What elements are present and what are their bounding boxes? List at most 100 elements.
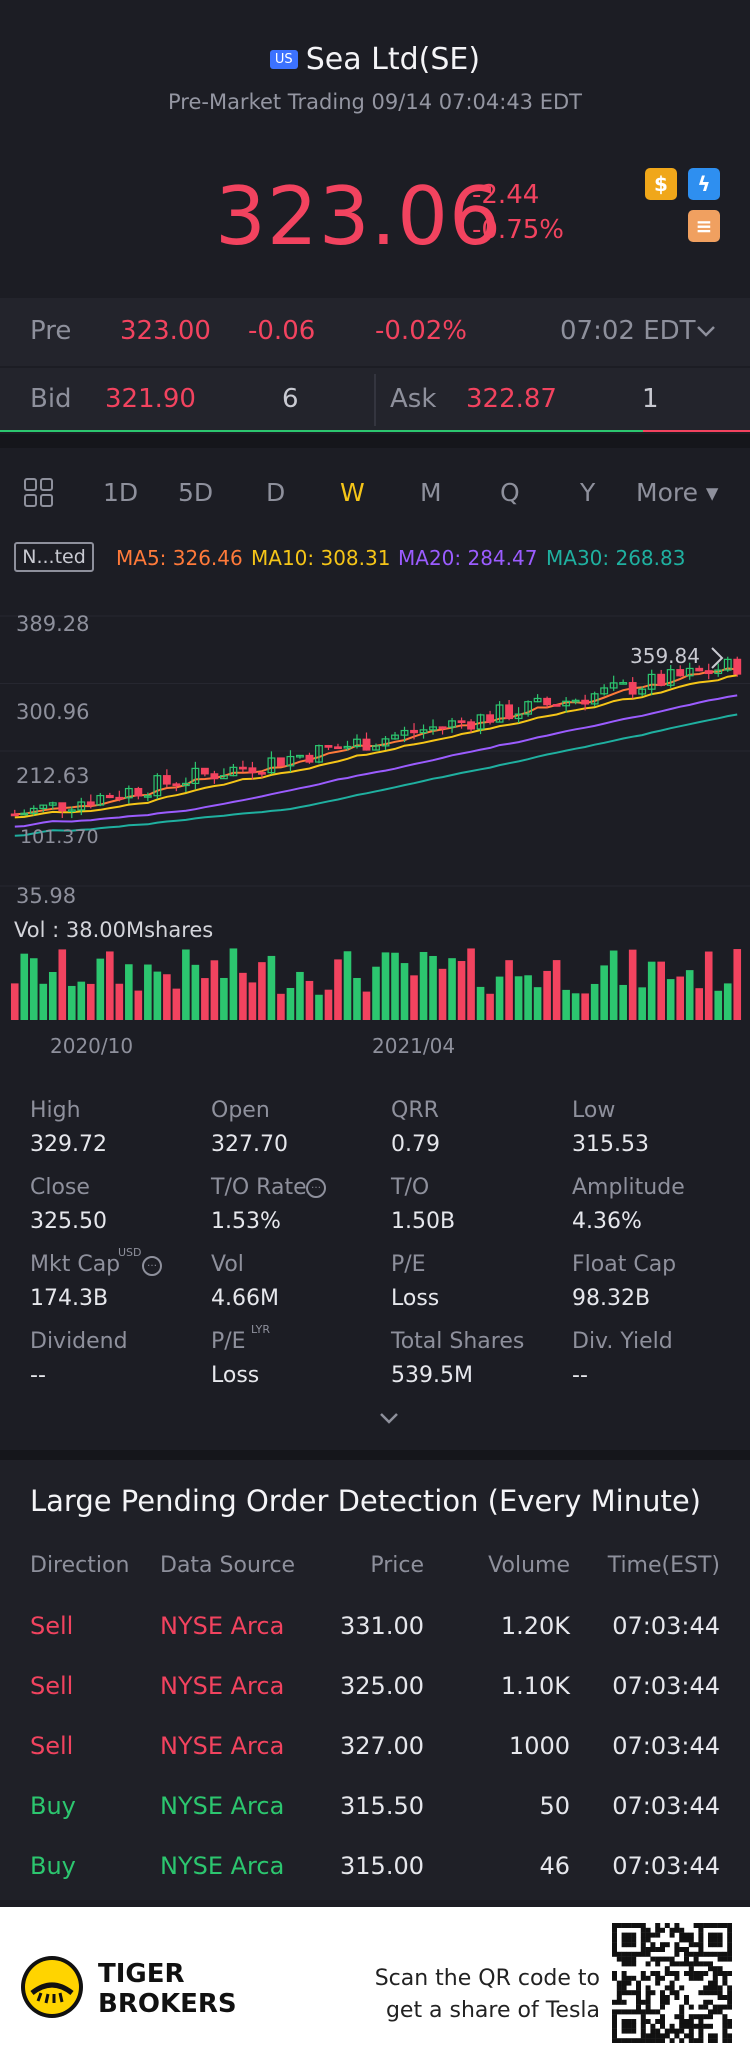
candle-body	[324, 745, 333, 748]
candle-body	[96, 794, 105, 806]
order-cell-source: NYSE Arca	[160, 1672, 285, 1700]
order-cell-price: 315.00	[340, 1852, 424, 1880]
order-cell-direction: Sell	[30, 1672, 74, 1700]
candle-body	[495, 704, 504, 723]
tab-y[interactable]: Y	[580, 478, 596, 507]
volume-bar	[457, 961, 466, 1020]
candle-body	[48, 802, 57, 806]
volume-bar	[704, 951, 713, 1020]
layers-icon[interactable]: ≡	[688, 210, 720, 242]
order-cell-volume: 50	[539, 1792, 570, 1820]
volume-bar	[296, 971, 304, 1020]
bid-ask-row: Bid 321.90 6 Ask 322.87 1	[0, 368, 750, 432]
stat-value: 1.53%	[211, 1209, 281, 1234]
tab-d[interactable]: D	[266, 478, 286, 507]
volume-bar	[590, 983, 599, 1020]
candle-body	[429, 726, 437, 731]
stat-value: --	[572, 1363, 588, 1388]
stat-label: Open	[211, 1098, 270, 1123]
volume-bar	[486, 993, 494, 1020]
candle-body	[476, 714, 485, 730]
volume-bar	[10, 983, 19, 1020]
volume-bar	[258, 962, 266, 1020]
candle-body	[505, 704, 514, 720]
candle-body	[685, 667, 694, 677]
candle-body	[200, 767, 209, 775]
pre-label: Pre	[30, 316, 72, 346]
candle-body	[457, 720, 466, 724]
bid-size: 6	[282, 384, 299, 414]
stat-label: Div. Yield	[572, 1329, 673, 1354]
candlestick-chart[interactable]	[0, 596, 750, 916]
stat-value: 4.66M	[211, 1286, 279, 1311]
pre-market-row[interactable]: Pre 323.00 -0.06 -0.02% 07:02 EDT	[0, 298, 750, 366]
candle-body	[153, 775, 162, 797]
high-marker-arrow-icon	[711, 647, 724, 669]
volume-bar	[647, 961, 656, 1020]
candle-body	[305, 754, 314, 763]
stat-label: Amplitude	[572, 1175, 685, 1200]
volume-bar	[305, 980, 314, 1020]
lightning-icon[interactable]: ϟ	[688, 168, 720, 200]
stat-label: Mkt Cap	[30, 1252, 121, 1277]
order-cell-time: 07:03:44	[612, 1672, 720, 1700]
info-icon[interactable]: …	[142, 1256, 162, 1276]
volume-bar	[324, 989, 333, 1020]
indicator-selector[interactable]: N...ted	[14, 542, 94, 572]
volume-bar	[581, 993, 589, 1020]
tab-w[interactable]: W	[340, 478, 365, 507]
tab-5d[interactable]: 5D	[178, 478, 214, 507]
chevron-down-icon[interactable]	[379, 1412, 399, 1426]
volume-bar	[77, 981, 86, 1020]
stat-label: P/E	[211, 1329, 246, 1354]
tab-1d[interactable]: 1D	[103, 478, 139, 507]
stat-value: 1.50B	[391, 1209, 456, 1234]
volume-bar	[476, 986, 485, 1020]
layout-grid-icon[interactable]	[24, 478, 54, 508]
stat-label: Low	[572, 1098, 616, 1123]
volume-label: Vol : 38.00Mshares	[14, 918, 214, 942]
pre-time: 07:02 EDT	[560, 316, 696, 346]
qr-code[interactable]	[612, 1923, 732, 2043]
ytick-label: 300.96	[16, 700, 90, 724]
stat-label: High	[30, 1098, 81, 1123]
candle-body	[191, 767, 200, 785]
col-header-source: Data Source	[160, 1553, 296, 1578]
large-order-panel	[0, 1460, 750, 1900]
stat-value: 174.3B	[30, 1286, 109, 1311]
tab-q[interactable]: Q	[500, 478, 520, 507]
volume-bar	[106, 951, 114, 1020]
brand-line-2: BROKERS	[98, 1989, 237, 2019]
col-header-direction: Direction	[30, 1553, 130, 1578]
volume-bar	[438, 968, 447, 1020]
candle-body	[666, 669, 675, 686]
candle-body	[419, 729, 428, 734]
volume-bar	[543, 970, 551, 1020]
chevron-down-icon[interactable]	[696, 324, 716, 338]
stock-title-row: US Sea Ltd(SE)	[0, 42, 750, 77]
ma20-line	[14, 694, 738, 828]
dollar-icon[interactable]: $	[645, 168, 677, 200]
candle-body	[628, 682, 637, 695]
volume-bar	[267, 955, 276, 1020]
bid-label: Bid	[30, 384, 72, 414]
candle-body	[134, 787, 143, 797]
candle-body	[210, 773, 219, 780]
candle-body	[514, 713, 523, 720]
stat-label: T/O Rate	[211, 1175, 307, 1200]
candle-body	[181, 782, 190, 787]
order-cell-time: 07:03:44	[612, 1852, 720, 1880]
volume-bar	[125, 964, 133, 1020]
candle-body	[219, 775, 228, 780]
candle-body	[448, 720, 456, 728]
info-icon[interactable]: …	[306, 1178, 326, 1198]
candle-body	[571, 699, 580, 703]
tiger-logo-icon	[21, 1956, 83, 2018]
col-header-volume: Volume	[488, 1553, 570, 1578]
high-marker-label: 359.84	[630, 644, 700, 668]
tab-m[interactable]: M	[420, 478, 442, 507]
tab-more[interactable]: More ▾	[636, 478, 719, 507]
ytick-label: 389.28	[16, 612, 90, 636]
candle-body	[10, 813, 19, 817]
volume-bar	[248, 982, 257, 1020]
